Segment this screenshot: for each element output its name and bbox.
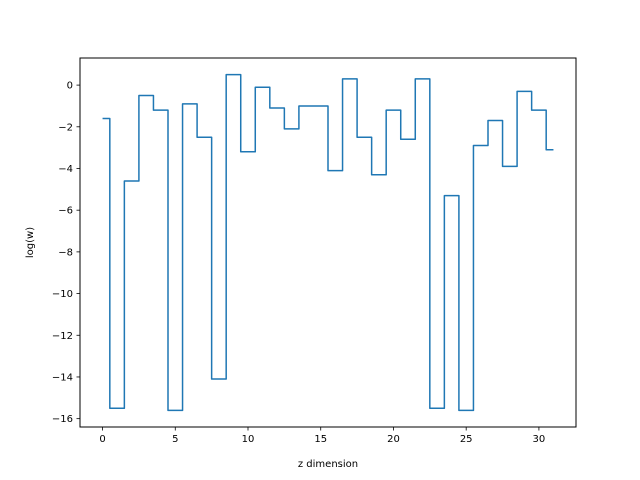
y-tick-label: −6 <box>58 206 73 217</box>
y-tick-label: 0 <box>67 81 73 92</box>
axes-frame <box>79 57 577 428</box>
y-tick-label: −14 <box>52 372 73 383</box>
y-tick-label: −8 <box>58 247 73 258</box>
y-tick-label: −12 <box>52 331 73 342</box>
x-tick-label: 5 <box>172 434 178 445</box>
x-axis-ticks: 0 5 10 15 20 25 30 <box>99 427 545 445</box>
y-axis-ticks: 0 −2 −4 −6 −8 −10 −12 −14 −16 <box>52 81 80 425</box>
series-line <box>102 73 554 412</box>
x-axis-label: z dimension <box>298 459 358 470</box>
x-tick-label: 10 <box>242 434 255 445</box>
series-layer <box>102 73 554 412</box>
x-tick-label: 25 <box>460 434 473 445</box>
x-tick-label: 0 <box>99 434 105 445</box>
y-tick-label: −16 <box>52 414 73 425</box>
y-tick-label: −10 <box>52 289 73 300</box>
y-tick-label: −4 <box>58 164 73 175</box>
y-tick-label: −2 <box>58 122 73 133</box>
x-tick-label: 30 <box>533 434 546 445</box>
x-tick-label: 20 <box>387 434 400 445</box>
x-tick-label: 15 <box>314 434 327 445</box>
y-axis-label: log(w) <box>25 227 36 258</box>
